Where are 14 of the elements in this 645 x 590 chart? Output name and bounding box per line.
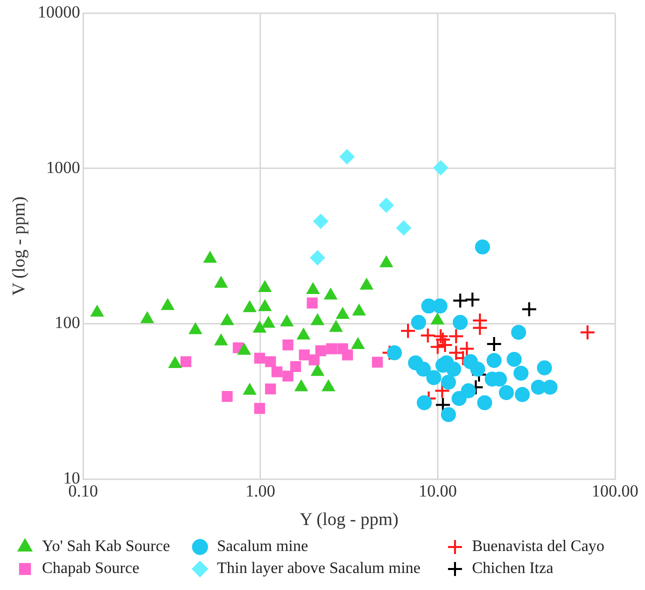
y-tick-label: 10000 [38,2,80,22]
legend-label: Sacalum mine [217,538,308,556]
y-axis-title: V (log - ppm) [8,196,29,296]
x-tick-label: 100.00 [592,482,638,501]
y-tick-label: 1000 [46,158,80,177]
legend-label: Chapab Source [42,560,140,578]
legend-label: Buenavista del Cayo [472,538,604,556]
x-tick-label: 10.00 [418,482,457,501]
x-tick-label: 1.00 [246,482,276,501]
x-axis-title: Y (log - ppm) [300,508,398,529]
legend-label: Chichen Itza [472,560,554,578]
legend-label: Yo' Sah Kab Source [42,538,170,556]
legend-label: Thin layer above Sacalum mine [217,560,420,578]
y-tick-label: 100 [54,313,80,332]
